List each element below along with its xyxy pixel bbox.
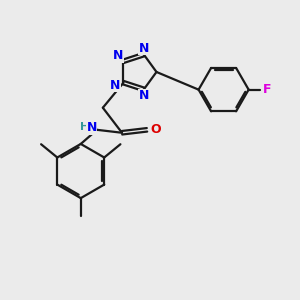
- Text: N: N: [110, 79, 120, 92]
- Text: N: N: [139, 42, 149, 55]
- Text: N: N: [139, 89, 149, 102]
- Text: N: N: [113, 50, 123, 62]
- Text: N: N: [86, 121, 97, 134]
- Text: O: O: [150, 123, 160, 136]
- Text: H: H: [80, 122, 89, 133]
- Text: F: F: [262, 83, 271, 96]
